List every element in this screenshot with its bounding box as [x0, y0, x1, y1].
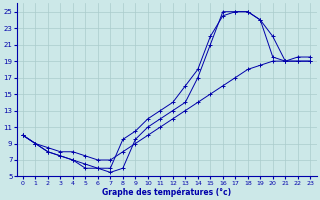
X-axis label: Graphe des températures (°c): Graphe des températures (°c) [102, 187, 231, 197]
